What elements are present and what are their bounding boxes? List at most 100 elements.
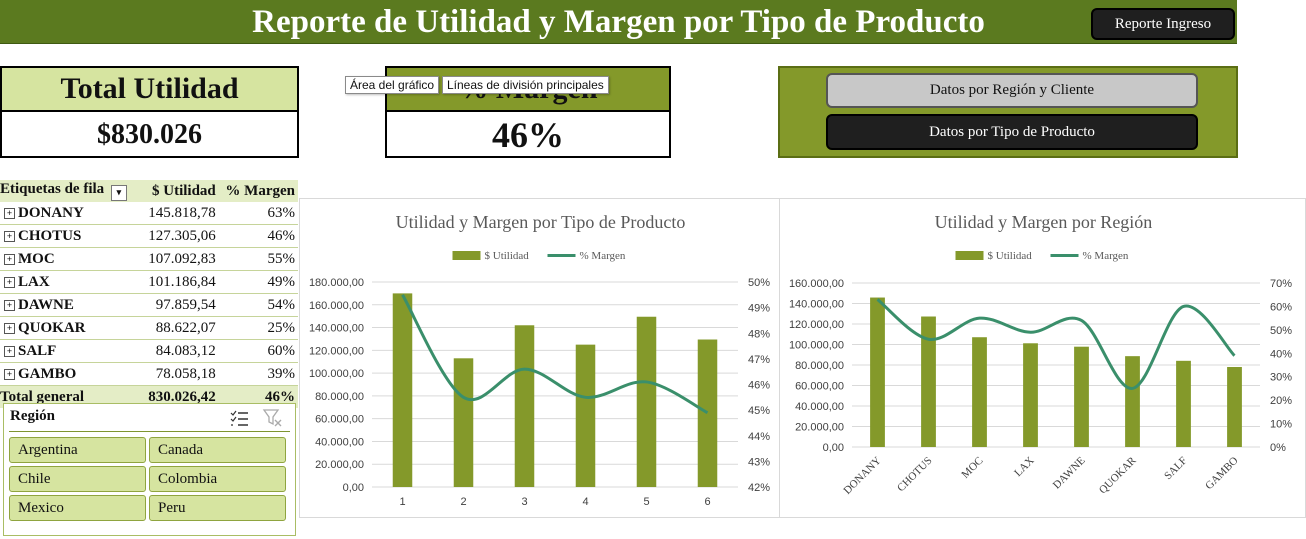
y-left-tick-label: 0,00	[343, 482, 364, 494]
x-tick-label: LAX	[1012, 455, 1037, 480]
pivot-row-utilidad: 78.058,18	[138, 362, 216, 386]
bar-utilidad[interactable]	[1227, 366, 1242, 447]
expand-icon[interactable]: +	[4, 207, 15, 219]
bar-utilidad[interactable]	[514, 325, 535, 487]
expand-icon[interactable]: +	[4, 322, 15, 334]
y-left-tick-label: 140.000,00	[789, 299, 844, 311]
slicer-item-argentina[interactable]: Argentina	[9, 437, 146, 463]
tipo-producto-button[interactable]: Datos por Tipo de Producto	[826, 114, 1198, 150]
slicer-item-canada[interactable]: Canada	[149, 437, 286, 463]
y-right-tick-label: 20%	[1270, 395, 1292, 407]
margen-line[interactable]	[401, 294, 709, 415]
bar-utilidad[interactable]	[453, 358, 474, 487]
bar-utilidad[interactable]	[1125, 356, 1140, 447]
pivot-header-row: Etiquetas de fila ▾ $ Utilidad % Margen	[0, 180, 298, 202]
bar-utilidad[interactable]	[1023, 343, 1038, 447]
product-chart[interactable]: Utilidad y Margen por Tipo de Producto $ …	[299, 198, 780, 518]
pivot-row[interactable]: + LAX 101.186,84 49%	[0, 270, 298, 294]
region-chart-svg: Utilidad y Margen por Región $ Utilidad % …	[789, 212, 1292, 497]
clear-filter-icon[interactable]	[262, 408, 284, 428]
bar-utilidad[interactable]	[1176, 360, 1191, 447]
chart-title: Utilidad y Margen por Tipo de Producto	[396, 212, 686, 232]
pivot-row[interactable]: + DONANY 145.818,78 63%	[0, 202, 298, 225]
pivot-row-utilidad: 145.818,78	[138, 202, 216, 225]
expand-icon[interactable]: +	[4, 230, 15, 242]
y-right-tick-label: 30%	[1270, 372, 1292, 384]
expand-icon[interactable]: +	[4, 253, 15, 265]
y-right-tick-label: 40%	[1270, 348, 1292, 360]
region-slicer: Región Argentina Canada Chile Colombia M…	[3, 403, 296, 536]
pivot-row-margen: 25%	[215, 316, 298, 340]
expand-icon[interactable]: +	[4, 345, 15, 357]
expand-icon[interactable]: +	[4, 368, 15, 380]
pivot-row-utilidad: 101.186,84	[138, 270, 216, 294]
x-tick-label: CHOTUS	[895, 455, 935, 495]
y-right-tick-label: 47%	[748, 354, 770, 366]
pivot-header-utilidad: $ Utilidad	[138, 180, 216, 202]
slicer-item-chile[interactable]: Chile	[9, 466, 146, 492]
slicer-item-colombia[interactable]: Colombia	[149, 466, 286, 492]
slicer-item-mexico[interactable]: Mexico	[9, 495, 146, 521]
x-tick-label: GAMBO	[1203, 455, 1240, 492]
pivot-row-utilidad: 127.305,06	[138, 224, 216, 248]
y-right-tick-label: 50%	[748, 277, 770, 289]
y-right-tick-label: 45%	[748, 405, 770, 417]
x-tick-label: DAWNE	[1051, 454, 1088, 491]
region-cliente-button[interactable]: Datos por Región y Cliente	[826, 73, 1198, 108]
bar-utilidad[interactable]	[921, 316, 936, 447]
legend-bar-swatch	[452, 251, 481, 260]
bar-utilidad[interactable]	[697, 339, 718, 487]
pivot-row[interactable]: + MOC 107.092,83 55%	[0, 247, 298, 271]
pivot-row-label: GAMBO	[18, 365, 77, 382]
slicer-divider	[9, 431, 290, 432]
bar-utilidad[interactable]	[870, 297, 885, 447]
pivot-total-margen: 46%	[215, 385, 298, 408]
total-utilidad-value: $830.026	[0, 112, 299, 158]
pivot-header-margen: % Margen	[215, 180, 298, 202]
multi-select-icon[interactable]	[230, 409, 250, 427]
pivot-row[interactable]: + QUOKAR 88.622,07 25%	[0, 316, 298, 340]
pivot-row[interactable]: + DAWNE 97.859,54 54%	[0, 293, 298, 317]
y-left-tick-label: 100.000,00	[309, 368, 364, 380]
bar-utilidad[interactable]	[575, 344, 596, 487]
pivot-total-label: Total general	[0, 385, 139, 408]
legend-label: % Margen	[1083, 250, 1129, 262]
bar-utilidad[interactable]	[392, 293, 413, 487]
expand-icon[interactable]: +	[4, 276, 15, 288]
filter-dropdown-icon[interactable]: ▾	[110, 185, 127, 201]
pivot-total-utilidad: 830.026,42	[138, 385, 216, 408]
y-right-tick-label: 70%	[1270, 278, 1292, 290]
x-tick-label: SALF	[1162, 455, 1190, 483]
slicer-item-peru[interactable]: Peru	[149, 495, 286, 521]
pivot-header-labels: Etiquetas de fila	[0, 181, 105, 197]
bar-utilidad[interactable]	[1074, 346, 1089, 447]
pivot-row[interactable]: + SALF 84.083,12 60%	[0, 339, 298, 363]
margen-value: 46%	[385, 112, 671, 158]
y-left-tick-label: 80.000,00	[795, 360, 844, 372]
y-right-tick-label: 48%	[748, 328, 770, 340]
bar-utilidad[interactable]	[636, 316, 657, 487]
x-tick-label: 6	[704, 496, 710, 508]
report-banner	[0, 0, 1237, 44]
pivot-row[interactable]: + CHOTUS 127.305,06 46%	[0, 224, 298, 248]
y-right-tick-label: 49%	[748, 303, 770, 315]
total-utilidad-label: Total Utilidad	[0, 66, 299, 112]
y-right-tick-label: 50%	[1270, 325, 1292, 337]
x-tick-label: DONANY	[841, 455, 883, 497]
pivot-row-margen: 46%	[215, 224, 298, 248]
region-chart[interactable]: Utilidad y Margen por Región $ Utilidad % …	[779, 198, 1306, 518]
pivot-row[interactable]: + GAMBO 78.058,18 39%	[0, 362, 298, 386]
y-left-tick-label: 60.000,00	[795, 381, 844, 393]
legend-label: % Margen	[580, 250, 626, 262]
bar-utilidad[interactable]	[972, 337, 987, 447]
margen-line[interactable]	[876, 298, 1236, 390]
pivot-row-utilidad: 97.859,54	[138, 293, 216, 317]
x-tick-label: 3	[521, 496, 527, 508]
pivot-total-row: Total general 830.026,42 46%	[0, 385, 298, 408]
pivot-row-margen: 63%	[215, 202, 298, 225]
y-left-tick-label: 120.000,00	[789, 319, 844, 331]
pivot-row-label: QUOKAR	[18, 319, 86, 336]
reporte-ingreso-button[interactable]: Reporte Ingreso	[1091, 8, 1235, 40]
expand-icon[interactable]: +	[4, 299, 15, 311]
x-tick-label: QUOKAR	[1097, 454, 1139, 496]
